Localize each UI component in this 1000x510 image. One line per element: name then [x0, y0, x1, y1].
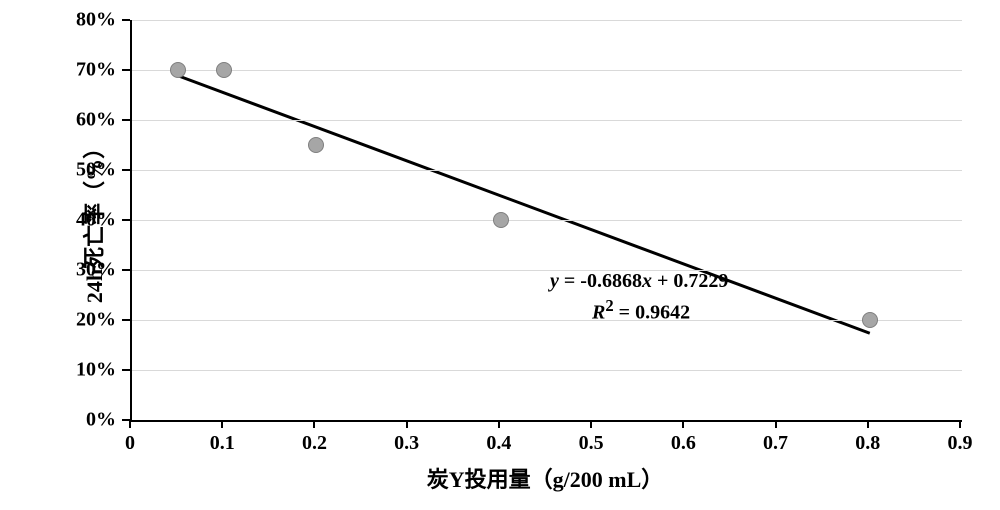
x-tick-mark [682, 420, 684, 428]
y-gridline [132, 370, 962, 371]
y-tick-label: 20% [0, 309, 116, 332]
x-tick-label: 0.4 [486, 432, 511, 455]
y-tick-mark [122, 369, 130, 371]
y-tick-mark [122, 269, 130, 271]
chart-container: 0%10%20%30%40%50%60%70%80%00.10.20.30.40… [0, 0, 1000, 510]
x-axis-label: 炭Y投用量（g/200 mL） [427, 462, 664, 494]
equation-annotation: y = -0.6868x + 0.7229 [550, 270, 728, 293]
y-tick-label: 0% [0, 409, 116, 432]
x-tick-label: 0.2 [302, 432, 327, 455]
r-sup: 2 [605, 296, 613, 315]
y-axis-label: 24h死亡率（%） [77, 137, 109, 303]
x-tick-mark [498, 420, 500, 428]
y-gridline [132, 170, 962, 171]
eq-text: = -0.6868 [559, 270, 642, 292]
x-tick-mark [867, 420, 869, 428]
x-tick-mark [313, 420, 315, 428]
y-tick-mark [122, 69, 130, 71]
y-tick-label: 10% [0, 359, 116, 382]
x-tick-label: 0.9 [948, 432, 973, 455]
y-gridline [132, 270, 962, 271]
data-point [170, 62, 186, 78]
y-gridline [132, 70, 962, 71]
x-tick-mark [775, 420, 777, 428]
y-gridline [132, 20, 962, 21]
eq-var-x: x [642, 270, 652, 292]
x-tick-mark [221, 420, 223, 428]
x-tick-mark [590, 420, 592, 428]
x-tick-label: 0.3 [394, 432, 419, 455]
y-tick-mark [122, 119, 130, 121]
x-tick-mark [959, 420, 961, 428]
x-tick-label: 0.5 [579, 432, 604, 455]
data-point [493, 212, 509, 228]
y-gridline [132, 320, 962, 321]
x-tick-label: 0.1 [210, 432, 235, 455]
y-tick-label: 70% [0, 59, 116, 82]
r-value: = 0.9642 [614, 302, 690, 324]
trend-line [178, 76, 870, 334]
eq-suffix: + 0.7229 [652, 270, 728, 292]
y-gridline [132, 120, 962, 121]
x-tick-label: 0.6 [671, 432, 696, 455]
r-squared-annotation: R2 = 0.9642 [592, 296, 690, 325]
y-tick-mark [122, 169, 130, 171]
y-tick-mark [122, 219, 130, 221]
y-gridline [132, 220, 962, 221]
x-tick-label: 0.7 [763, 432, 788, 455]
x-tick-mark [406, 420, 408, 428]
y-tick-mark [122, 19, 130, 21]
data-point [216, 62, 232, 78]
x-tick-mark [129, 420, 131, 428]
x-tick-label: 0.8 [855, 432, 880, 455]
r-var: R [592, 302, 605, 324]
y-tick-mark [122, 319, 130, 321]
eq-var-y: y [550, 270, 559, 292]
y-tick-label: 80% [0, 9, 116, 32]
data-point [308, 137, 324, 153]
plot-area [130, 20, 962, 422]
data-point [862, 312, 878, 328]
x-tick-label: 0 [125, 432, 135, 455]
y-tick-label: 60% [0, 109, 116, 132]
